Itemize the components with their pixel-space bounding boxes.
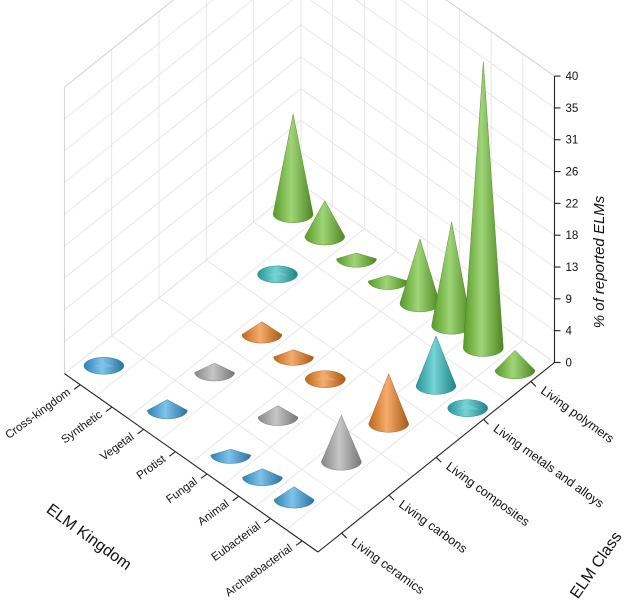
grid-line [64, 151, 302, 343]
grid-line [64, 0, 174, 88]
cone-protist-living-polymers [367, 275, 409, 290]
x-tick-label-animal: Animal [196, 498, 231, 528]
cone-archaebacterial-living-polymers [494, 349, 536, 379]
grid-line [64, 56, 302, 247]
x-tick-label-synthetic: Synthetic [59, 409, 105, 447]
cone-eubacterial-living-composites [368, 373, 409, 433]
cone-fungal-living-ceramics [210, 449, 251, 464]
z-tick-label: 9 [566, 294, 572, 306]
grid-line [222, 295, 460, 486]
x-tick [232, 495, 240, 502]
y-tick-label-living-ceramics: Living ceramics [349, 535, 427, 597]
cone-cross-kingdom-living-ceramics [83, 357, 125, 375]
grid-line [64, 0, 294, 183]
grid-line [64, 24, 302, 215]
z-tick-label: 22 [566, 198, 579, 210]
x-axis-line [64, 373, 319, 553]
x-tick [295, 540, 303, 546]
cone-eubacterial-living-ceramics [273, 486, 315, 509]
box-edge [445, 0, 555, 77]
y-tick [530, 381, 537, 387]
x-axis-title: ELM Kingdom [43, 501, 134, 574]
x-tick [264, 518, 271, 524]
grid-lines [63, 0, 555, 553]
z-tick-label: 35 [566, 103, 579, 115]
x-tick-label-fungal: Fungal [164, 476, 200, 506]
cone-marks [83, 61, 536, 509]
cone-vegetal-living-composites [241, 321, 283, 344]
x-tick [137, 428, 144, 435]
grid-line [253, 221, 508, 401]
z-tick-label: 26 [566, 167, 579, 179]
cone-protist-living-composites [273, 349, 314, 366]
grid-line [64, 0, 254, 152]
axes [64, 75, 561, 553]
cone-cross-kingdom-living-polymers [272, 113, 314, 223]
y-tick-label-living-polymers: Living polymers [538, 384, 616, 446]
grid-line [64, 0, 214, 120]
cone-fungal-living-polymers [399, 238, 441, 313]
y-tick [483, 418, 489, 425]
x-tick [73, 384, 81, 390]
z-tick-label: 18 [566, 230, 579, 242]
grid-line [95, 206, 333, 397]
z-tick-label: 31 [566, 135, 579, 147]
x-tick-label-vegetal: Vegetal [98, 431, 136, 463]
cone-archaebacterial-living-metals-and-alloys [447, 399, 488, 417]
x-tick-label-protist: Protist [135, 453, 169, 482]
y-axis-title: ELM Class [567, 529, 625, 602]
cone-eubacterial-living-polymers [463, 61, 504, 357]
y-tick-label-living-composites: Living composites [443, 459, 532, 529]
z-tick-label: 0 [566, 358, 572, 370]
y-tick-label-living-carbons: Living carbons [396, 497, 469, 556]
x-tick [200, 473, 208, 479]
y-tick [435, 456, 442, 463]
z-tick-label: 40 [566, 71, 579, 83]
y-tick [341, 532, 348, 539]
cone-fungal-living-composites [305, 370, 346, 388]
x-tick [169, 451, 176, 457]
grid-line [254, 317, 492, 508]
z-tick-label: 4 [566, 326, 573, 338]
cone-eubacterial-living-carbons [321, 414, 362, 471]
grid-line [64, 183, 302, 374]
cone-eubacterial-living-metals-and-alloys [415, 335, 457, 395]
grid-line [111, 335, 366, 515]
grid-line [206, 259, 461, 439]
y-tick-label-living-metals-and-alloys: Living metals and alloys [491, 421, 607, 510]
cone-vegetal-living-carbons [194, 362, 235, 382]
grid-line [64, 88, 302, 279]
cone-vegetal-living-polymers [336, 252, 377, 268]
cone-synthetic-living-metals-and-alloys [257, 265, 298, 284]
box-edge [64, 0, 174, 88]
cone-synthetic-living-polymers [304, 200, 346, 246]
x-tick-label-eubacterial: Eubacterial [210, 520, 264, 564]
z-axis-title: % of reported ELMs [591, 195, 608, 328]
grid-line [190, 272, 428, 464]
grid-line [158, 297, 413, 477]
cone-animal-living-ceramics [242, 468, 283, 486]
grid-line [159, 250, 397, 441]
cone-vegetal-living-ceramics [147, 399, 188, 420]
grid-line [64, 120, 302, 311]
grid-line [127, 228, 365, 419]
grid-line [286, 339, 524, 531]
x-tick [105, 406, 113, 412]
y-tick [388, 494, 395, 501]
z-tick-label: 13 [566, 262, 579, 274]
cone-fungal-living-carbons [257, 405, 299, 426]
